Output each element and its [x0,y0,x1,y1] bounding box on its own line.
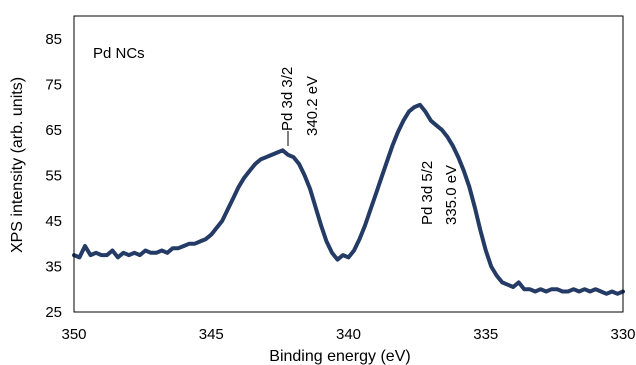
x-axis-tick-labels: 350 345 340 335 330 [61,326,635,343]
y-tick-label: 35 [45,258,62,275]
peak1-label-line2: 340.2 eV [304,76,321,136]
y-axis-title: XPS intensity (arb. units) [9,77,26,253]
y-tick-label: 75 [45,76,62,93]
sample-label: Pd NCs [93,45,145,62]
y-axis-tick-labels: 25 35 45 55 65 75 85 [45,31,62,321]
peak2-label-line1: Pd 3d 5/2 [419,161,436,225]
plot-area-frame [73,15,624,313]
y-tick-label: 45 [45,213,62,230]
x-tick-label: 350 [61,326,86,343]
x-axis-title: Binding energy (eV) [269,348,410,365]
x-tick-label: 340 [336,326,361,343]
x-tick-label: 330 [610,326,635,343]
y-tick-label: 85 [45,31,62,48]
y-tick-label: 25 [45,304,62,321]
x-tick-label: 335 [473,326,498,343]
peak1-label-line1: —Pd 3d 3/2 [279,67,296,146]
y-tick-label: 65 [45,122,62,139]
series-line [72,102,625,296]
x-tick-label: 345 [199,326,224,343]
peak2-label-line2: 335.0 eV [443,165,460,225]
y-tick-label: 55 [45,167,62,184]
